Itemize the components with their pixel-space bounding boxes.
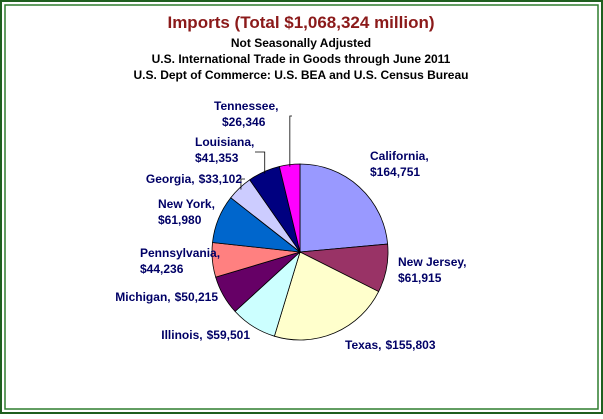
subtitle: Not Seasonally Adjusted [231, 36, 371, 50]
value-label: $61,915 [398, 271, 442, 285]
value-label: $44,236 [140, 262, 184, 276]
value-label: $59,501 [207, 328, 251, 342]
slice-label: Louisiana, $41,353 [195, 135, 254, 165]
value-label: $61,980 [158, 213, 202, 227]
inner-frame [4, 4, 599, 410]
category-label: Pennsylvania, [140, 246, 220, 260]
slice-label: Tennessee, $26,346 [214, 99, 278, 129]
category-label: Louisiana, [195, 135, 254, 149]
category-label: California, [370, 149, 429, 163]
category-label: Georgia, [146, 172, 195, 186]
slice-label: California, $164,751 [370, 149, 429, 179]
value-label: $33,102 [199, 172, 243, 186]
leader-line [240, 178, 245, 190]
category-label: Michigan, [115, 290, 170, 304]
category-label: New Jersey, [398, 255, 467, 269]
slice-label: Texas, $155,803 [345, 338, 436, 352]
slice-label: Georgia, $33,102 [146, 172, 242, 186]
pie-slice [299, 163, 389, 253]
slice-label: Pennsylvania, $44,236 [140, 246, 220, 276]
value-label: $41,353 [195, 151, 239, 165]
slice-label: New York, $61,980 [158, 197, 215, 227]
category-label: New York, [158, 197, 215, 211]
value-label: $26,346 [222, 115, 266, 129]
leader-line [255, 151, 266, 174]
slice-label: New Jersey, $61,915 [398, 255, 467, 285]
pie: California, $164,751 New Jersey, $61,915 Tex… [115, 99, 466, 352]
subtitle: U.S. Dept of Commerce: U.S. BEA and U.S.… [134, 68, 469, 82]
category-label: Illinois, [161, 328, 202, 342]
slice-label: Michigan, $50,215 [115, 290, 218, 304]
leader-line [289, 115, 292, 167]
chart-title: Imports (Total $1,068,324 million) [167, 13, 434, 32]
pie-slice [273, 251, 380, 341]
value-label: $50,215 [175, 290, 219, 304]
slice-label: Illinois, $59,501 [161, 328, 250, 342]
value-label: $155,803 [385, 338, 435, 352]
category-label: Texas, [345, 338, 381, 352]
subtitle: U.S. International Trade in Goods throug… [152, 52, 451, 66]
category-label: Tennessee, [214, 99, 278, 113]
value-label: $164,751 [370, 165, 420, 179]
